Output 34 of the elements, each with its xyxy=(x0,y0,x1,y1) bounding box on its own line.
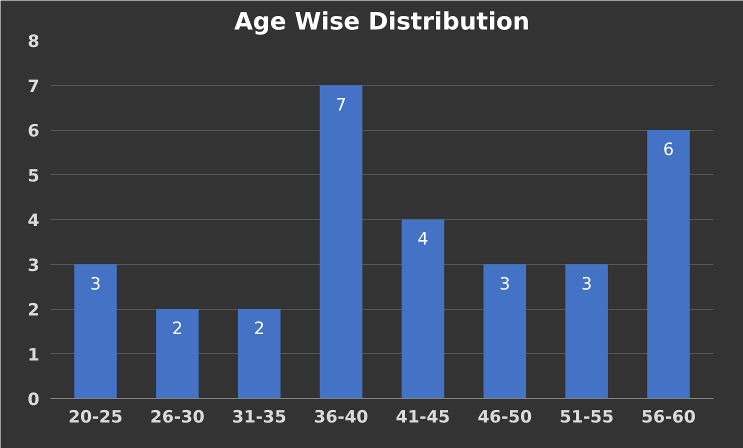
data-label: 7 xyxy=(336,95,346,116)
data-label: 3 xyxy=(581,274,592,294)
bar xyxy=(238,309,281,398)
chart-title: Age Wise Distribution xyxy=(234,8,530,36)
data-label: 6 xyxy=(663,140,674,160)
bar xyxy=(647,130,690,398)
x-tick-label: 51-55 xyxy=(559,408,614,428)
x-tick-label: 31-35 xyxy=(232,408,286,428)
x-tick-label: 36-40 xyxy=(314,408,368,428)
data-label: 3 xyxy=(499,274,510,294)
y-tick-label: 2 xyxy=(28,300,40,320)
y-tick-label: 4 xyxy=(28,211,40,231)
y-tick-label: 3 xyxy=(28,256,40,276)
y-tick-label: 7 xyxy=(28,76,40,97)
bar xyxy=(565,264,608,398)
x-tick-label: 46-50 xyxy=(478,408,532,428)
x-tick-label: 41-45 xyxy=(396,408,450,428)
y-tick-label: 5 xyxy=(28,166,40,186)
y-tick-label: 8 xyxy=(28,32,40,52)
y-tick-label: 6 xyxy=(28,122,40,142)
x-tick-label: 20-25 xyxy=(68,408,123,428)
y-tick-label: 1 xyxy=(28,345,40,366)
y-tick-label: 0 xyxy=(28,390,40,410)
data-label: 4 xyxy=(418,230,428,250)
bar xyxy=(74,264,117,398)
bar xyxy=(156,309,199,398)
data-label: 2 xyxy=(254,319,265,339)
x-tick-label: 56-60 xyxy=(641,408,696,428)
data-label: 2 xyxy=(172,319,183,339)
x-tick-label: 26-30 xyxy=(150,408,205,428)
bar xyxy=(320,85,362,398)
bar xyxy=(483,264,526,398)
bar xyxy=(402,220,444,398)
data-label: 3 xyxy=(90,274,101,294)
